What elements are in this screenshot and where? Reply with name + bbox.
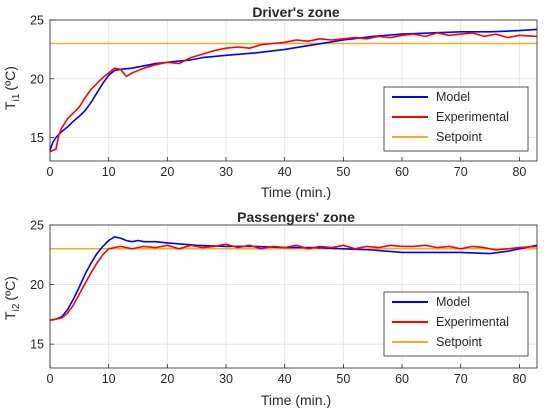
plot-frame <box>49 224 538 369</box>
x-tick-label: 60 <box>395 165 409 179</box>
x-tick-label: 30 <box>219 165 233 179</box>
x-tick-label: 70 <box>454 165 468 179</box>
legend-entry-setpoint: Setpoint <box>436 130 482 144</box>
x-tick-label: 40 <box>278 372 292 386</box>
y-axis-label-sub: i2 <box>11 303 22 311</box>
y-tick-label: 20 <box>30 72 44 86</box>
x-tick-label: 80 <box>512 372 526 386</box>
x-axis-label: Time (min.) <box>261 184 331 200</box>
x-tick-label: 10 <box>102 372 116 386</box>
chart-panel-1: Driver's zone 0 10 20 30 40 50 60 70 80 15 20 25 Ti… <box>2 4 538 200</box>
y-axis-label-main: T <box>2 101 18 110</box>
x-tick-label: 0 <box>47 165 54 179</box>
x-tick-label: 30 <box>219 372 233 386</box>
series-line-model <box>49 236 538 322</box>
x-tick-label: 0 <box>47 372 54 386</box>
x-tick-label: 60 <box>395 372 409 386</box>
plot-frame <box>49 19 538 162</box>
x-tick-label: 20 <box>160 165 174 179</box>
x-tick-label: 20 <box>160 372 174 386</box>
y-tick-label: 15 <box>30 131 44 145</box>
legend: Model Experimental Setpoint <box>383 291 529 357</box>
x-axis-label: Time (min.) <box>261 392 331 408</box>
x-tick-label: 70 <box>454 372 468 386</box>
legend-entry-setpoint: Setpoint <box>436 335 482 349</box>
chart-title: Driver's zone <box>252 4 340 20</box>
y-axis-label-sub: i1 <box>11 93 22 101</box>
y-axis-label-unit: (ºC) <box>2 276 18 301</box>
legend-entry-experimental: Experimental <box>436 315 509 329</box>
x-tick-label: 40 <box>278 165 292 179</box>
y-axis-label-unit: (ºC) <box>2 66 18 91</box>
y-axis-label: Ti1 (ºC) <box>2 66 22 110</box>
y-tick-label: 25 <box>30 219 44 233</box>
legend-entry-model: Model <box>436 295 470 309</box>
y-tick-label: 25 <box>30 14 44 28</box>
chart-title: Passengers' zone <box>237 209 355 225</box>
chart-panel-2: Passengers' zone 0 10 20 30 40 50 60 70 80 15 20 25… <box>2 209 538 408</box>
y-axis-label-main: T <box>2 311 18 320</box>
series-line-experimental <box>49 243 538 322</box>
y-tick-label: 20 <box>30 278 44 292</box>
x-tick-label: 80 <box>512 165 526 179</box>
legend: Model Experimental Setpoint <box>383 86 529 152</box>
y-axis-label: Ti2 (ºC) <box>2 276 22 320</box>
legend-entry-model: Model <box>436 90 470 104</box>
x-tick-label: 50 <box>336 372 350 386</box>
legend-entry-experimental: Experimental <box>436 110 509 124</box>
series-line-experimental <box>49 32 538 153</box>
x-tick-label: 50 <box>336 165 350 179</box>
x-tick-label: 10 <box>102 165 116 179</box>
y-tick-label: 15 <box>30 338 44 352</box>
